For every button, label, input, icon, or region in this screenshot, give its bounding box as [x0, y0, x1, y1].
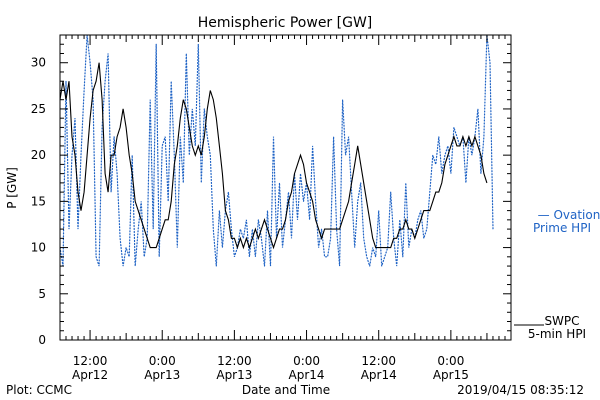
x-tick-label-date: Apr13 [216, 368, 252, 382]
y-tick-label: 5 [38, 287, 46, 301]
y-tick-label: 25 [31, 102, 46, 116]
x-axis: 12:00Apr120:00Apr1312:00Apr130:00Apr1412… [59, 35, 512, 382]
legend: — Ovation Prime HPI SWPC 5-min HPI [514, 208, 600, 341]
legend-swpc-line1: SWPC [544, 314, 579, 328]
y-tick-label: 10 [31, 241, 46, 255]
footer-plot-credit: Plot: CCMC [6, 383, 72, 397]
legend-ovation-line1: — Ovation [538, 208, 600, 222]
legend-ovation-line2: Prime HPI [533, 221, 591, 235]
series-swpc-hpi [60, 62, 488, 250]
x-tick-label-time: 0:00 [293, 354, 320, 368]
x-tick-label-date: Apr14 [289, 368, 325, 382]
x-tick-label-date: Apr12 [72, 368, 108, 382]
footer-timestamp: 2019/04/15 08:35:12 [457, 383, 584, 397]
x-tick-label-date: Apr15 [433, 368, 469, 382]
series-layer [60, 35, 494, 267]
y-tick-label: 0 [38, 333, 46, 347]
x-tick-label-date: Apr13 [144, 368, 180, 382]
x-tick-label-date: Apr14 [361, 368, 397, 382]
y-axis: 0 5 10 15 20 25 30 [31, 34, 511, 347]
y-tick-label: 30 [31, 56, 46, 70]
y-tick-label: 15 [31, 194, 46, 208]
x-tick-label-time: 12:00 [217, 354, 252, 368]
x-tick-label-time: 12:00 [73, 354, 108, 368]
footer-x-axis-title: Date and Time [242, 383, 330, 397]
x-tick-label-time: 0:00 [149, 354, 176, 368]
x-tick-label-time: 0:00 [437, 354, 464, 368]
plot-frame [59, 34, 512, 341]
x-tick-label-time: 12:00 [361, 354, 396, 368]
legend-swpc-line2: 5-min HPI [528, 327, 586, 341]
y-tick-label: 20 [31, 148, 46, 162]
y-axis-label: P [GW] [5, 167, 19, 209]
chart-title: Hemispheric Power [GW] [198, 15, 373, 31]
